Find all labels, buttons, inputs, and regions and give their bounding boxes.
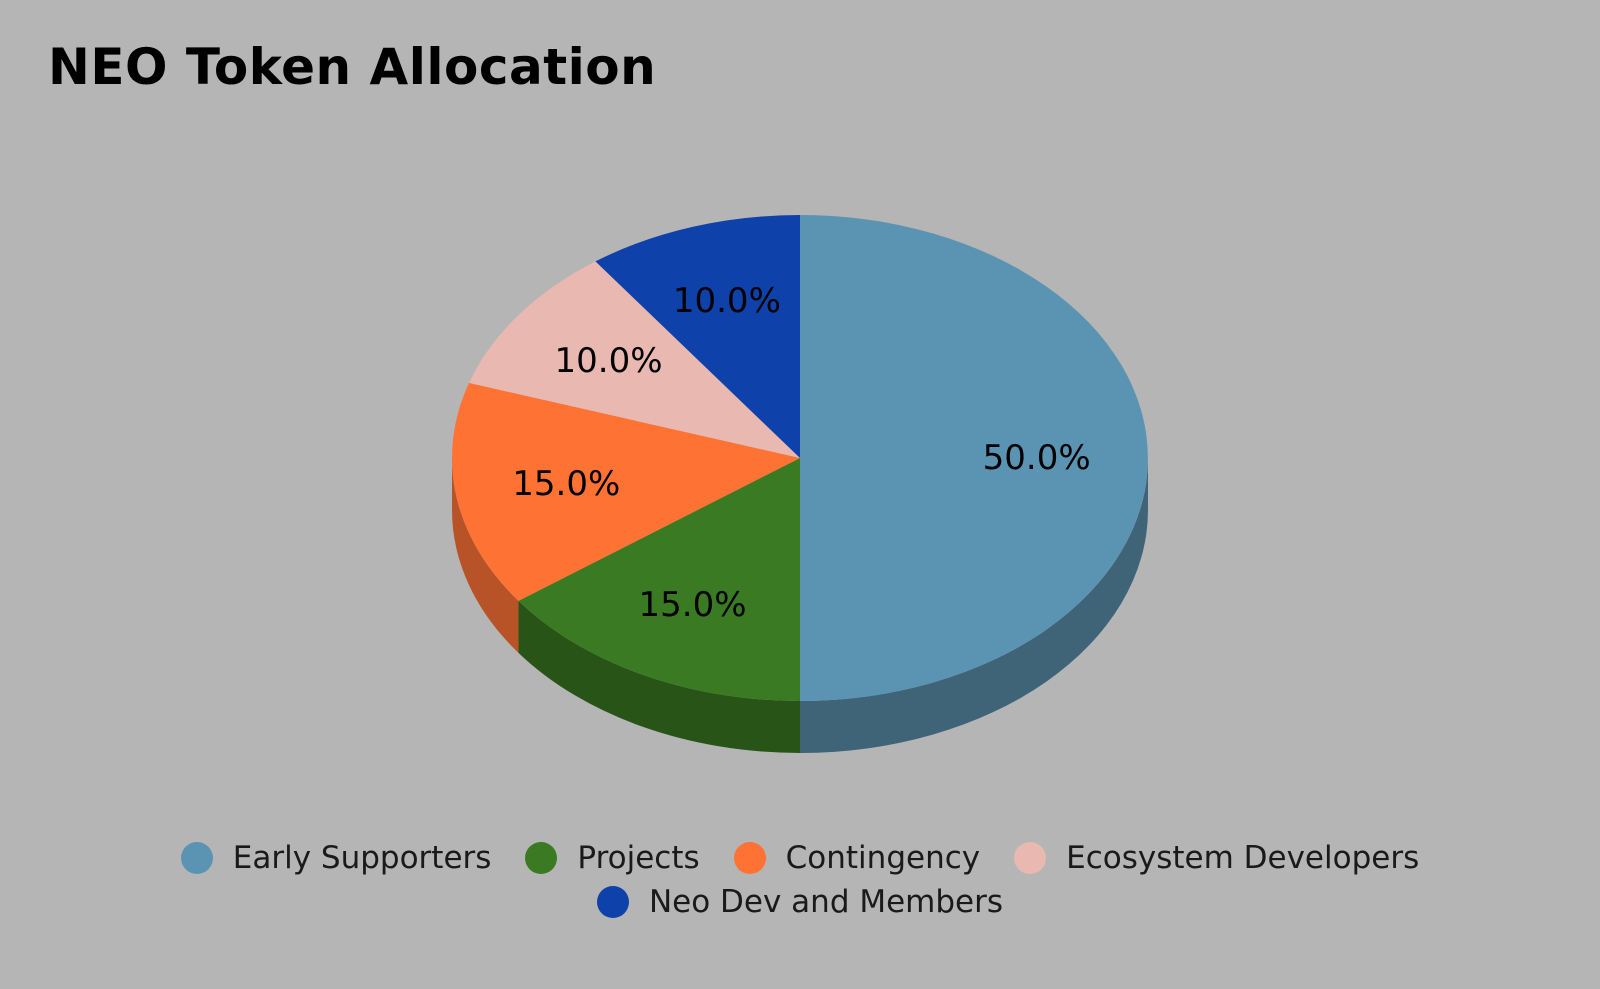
legend-swatch-contingency [733, 842, 766, 874]
chart-title: NEO Token Allocation [48, 38, 657, 96]
legend-label-projects: Projects [577, 840, 700, 876]
legend-label-early-supporters: Early Supporters [232, 840, 492, 876]
legend-label-contingency: Contingency [785, 840, 981, 876]
pie-sides [452, 458, 1148, 753]
pie-slice-contingency[interactable] [452, 382, 800, 601]
pie-slice-early-supporters[interactable] [800, 215, 1148, 701]
pie-side-contingency [452, 458, 519, 653]
legend-label-neo-dev-and-members: Neo Dev and Members [648, 884, 1004, 920]
pie-slice-projects[interactable] [518, 458, 800, 701]
pie-label-early-supporters: 50.0% [983, 438, 1091, 478]
legend-label-ecosystem-developers: Ecosystem Developers [1066, 840, 1420, 876]
pie-slice-neo-dev-and-members[interactable] [595, 215, 800, 458]
pie-slice-ecosystem-developers[interactable] [469, 261, 800, 458]
pie-label-neo-dev-and-members: 10.0% [673, 281, 781, 321]
legend-swatch-neo-dev-and-members [596, 886, 629, 918]
legend-swatch-ecosystem-developers [1014, 842, 1047, 874]
legend-swatch-projects [525, 842, 558, 874]
pie-label-ecosystem-developers: 10.0% [555, 341, 663, 381]
legend-swatch-early-supporters [180, 842, 213, 874]
chart-legend: Early Supporters Projects Contingency Ecosy… [0, 838, 1600, 922]
legend-item-early-supporters[interactable]: Early Supporters [180, 838, 492, 878]
pie-labels: 50.0% 15.0% 15.0% 10.0%10.0% [512, 281, 1090, 625]
pie-side-projects [518, 600, 800, 753]
legend-item-projects[interactable]: Projects [525, 838, 700, 878]
pie-label-projects: 15.0% [639, 585, 747, 625]
legend-item-ecosystem-developers[interactable]: Ecosystem Developers [1014, 838, 1419, 878]
pie-slices [452, 215, 1148, 701]
legend-item-contingency[interactable]: Contingency [733, 838, 981, 878]
pie-side-early-supporters [800, 458, 1148, 753]
pie-label-contingency: 15.0% [512, 464, 620, 504]
legend-item-neo-dev-and-members[interactable]: Neo Dev and Members [596, 882, 1004, 922]
